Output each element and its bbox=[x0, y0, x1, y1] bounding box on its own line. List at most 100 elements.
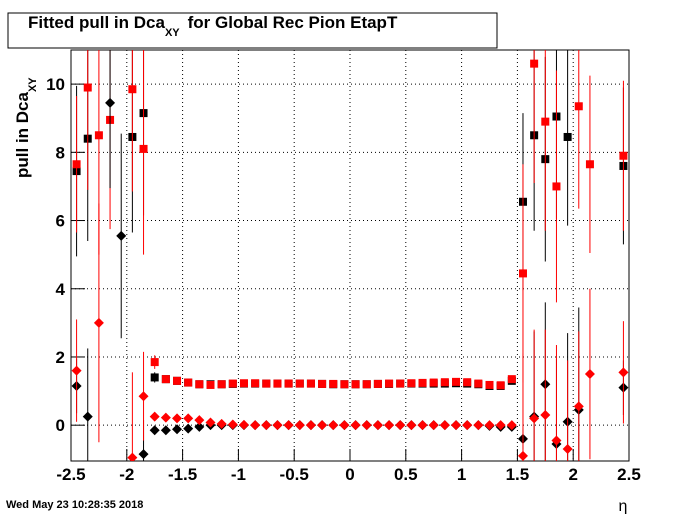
x-tick-label: -2.5 bbox=[56, 465, 85, 484]
data-point bbox=[452, 377, 461, 386]
data-point bbox=[463, 378, 472, 387]
footer-date: Wed May 23 10:28:35 2018 bbox=[6, 499, 143, 511]
data-point bbox=[172, 413, 183, 424]
data-point bbox=[462, 420, 473, 431]
data-point bbox=[238, 419, 249, 430]
data-point bbox=[194, 415, 205, 426]
data-point bbox=[82, 411, 93, 422]
data-point bbox=[72, 160, 81, 169]
data-point bbox=[205, 417, 216, 428]
data-point bbox=[584, 369, 595, 380]
data-point bbox=[618, 367, 629, 378]
y-tick-label: 2 bbox=[56, 348, 65, 367]
data-point bbox=[496, 381, 505, 390]
data-point bbox=[128, 85, 137, 94]
x-tick-label: 2 bbox=[568, 465, 577, 484]
y-tick-label: 4 bbox=[56, 280, 66, 299]
data-point bbox=[529, 413, 540, 424]
data-point bbox=[328, 420, 339, 431]
data-point bbox=[318, 379, 327, 388]
data-point bbox=[272, 420, 283, 431]
data-point bbox=[429, 378, 438, 387]
data-point bbox=[574, 102, 583, 111]
data-point bbox=[585, 160, 594, 169]
data-point bbox=[216, 418, 227, 429]
data-point bbox=[439, 420, 450, 431]
data-point bbox=[339, 420, 350, 431]
data-point bbox=[239, 379, 248, 388]
data-point bbox=[317, 420, 328, 431]
data-point bbox=[161, 375, 170, 384]
data-point bbox=[138, 391, 149, 402]
data-point bbox=[228, 379, 237, 388]
data-point bbox=[261, 420, 272, 431]
data-point bbox=[227, 419, 238, 430]
data-point bbox=[372, 420, 383, 431]
data-point bbox=[127, 452, 138, 461]
data-point bbox=[484, 420, 495, 431]
data-point bbox=[273, 379, 282, 388]
data-point bbox=[541, 117, 550, 126]
data-point bbox=[384, 420, 395, 431]
data-point bbox=[94, 131, 103, 140]
data-point bbox=[138, 449, 149, 460]
data-point bbox=[407, 379, 416, 388]
x-tick-label: -2 bbox=[119, 465, 134, 484]
y-tick-label: 6 bbox=[56, 212, 65, 231]
y-tick-label: 0 bbox=[56, 416, 65, 435]
data-point bbox=[474, 379, 483, 388]
data-point bbox=[361, 420, 372, 431]
data-point bbox=[194, 421, 205, 432]
data-point bbox=[206, 380, 215, 389]
data-point bbox=[160, 412, 171, 423]
x-tick-label: 1 bbox=[457, 465, 466, 484]
data-point bbox=[250, 420, 261, 431]
data-point bbox=[71, 365, 82, 376]
x-tick-label: 0 bbox=[345, 465, 354, 484]
data-point bbox=[340, 380, 349, 389]
data-point bbox=[517, 450, 528, 461]
data-point bbox=[506, 420, 517, 431]
chart-title: Fitted pull in DcaXY for Global Rec Pion … bbox=[28, 13, 398, 39]
x-axis-label: η bbox=[619, 498, 628, 514]
data-point bbox=[485, 380, 494, 389]
title-rest: for Global Rec Pion EtapT bbox=[188, 13, 398, 32]
data-point bbox=[495, 420, 506, 431]
data-point bbox=[150, 358, 159, 367]
y-tick-label: 10 bbox=[46, 75, 65, 94]
data-point bbox=[395, 420, 406, 431]
data-point bbox=[396, 379, 405, 388]
data-point bbox=[373, 379, 382, 388]
data-point bbox=[428, 420, 439, 431]
data-point bbox=[562, 444, 573, 455]
data-point bbox=[418, 378, 427, 387]
data-point bbox=[507, 375, 516, 384]
data-point bbox=[283, 420, 294, 431]
plot-frame bbox=[70, 49, 630, 462]
data-point bbox=[306, 379, 315, 388]
data-point bbox=[149, 425, 160, 436]
data-point bbox=[173, 376, 182, 385]
data-point bbox=[294, 420, 305, 431]
y-label-main: pull in Dca bbox=[13, 92, 32, 179]
data-point bbox=[251, 379, 260, 388]
data-point bbox=[172, 424, 183, 435]
data-point bbox=[563, 132, 572, 141]
title-box bbox=[7, 12, 498, 49]
data-point bbox=[351, 380, 360, 389]
data-point bbox=[551, 435, 562, 446]
data-point bbox=[530, 59, 539, 68]
data-point bbox=[329, 379, 338, 388]
data-point bbox=[406, 420, 417, 431]
data-point bbox=[385, 379, 394, 388]
data-point bbox=[105, 97, 116, 108]
title-main: Fitted pull in Dca bbox=[28, 13, 165, 32]
data-point bbox=[150, 373, 159, 382]
y-axis-label: pull in DcaXY bbox=[13, 77, 39, 178]
data-point bbox=[518, 269, 527, 278]
data-point bbox=[83, 83, 92, 92]
x-tick-label: 0.5 bbox=[394, 465, 418, 484]
data-point bbox=[619, 151, 628, 160]
data-point bbox=[93, 317, 104, 328]
